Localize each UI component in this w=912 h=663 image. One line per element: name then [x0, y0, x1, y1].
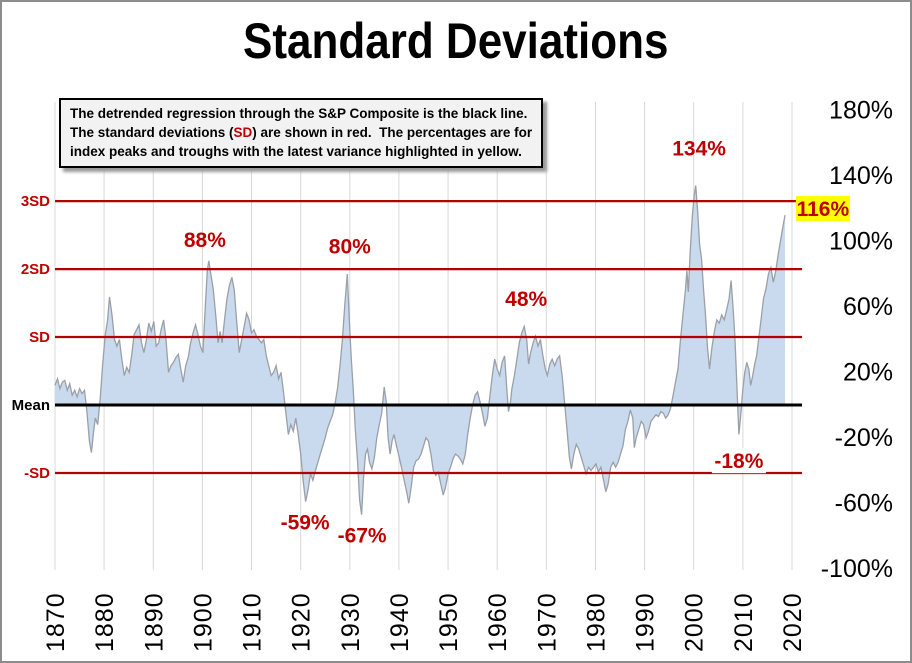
annotation-88: 88% [184, 229, 226, 252]
annotation--18: -18% [714, 450, 763, 473]
annotation-80: 80% [329, 236, 371, 259]
annotation-116: 116% [797, 198, 850, 221]
refline-label--SD: -SD [24, 465, 50, 482]
page-title-text: Standard Deviations [243, 13, 669, 69]
note-line-2-post: ) are shown in red. The percentages are … [252, 125, 533, 140]
annotation-bg--18 [711, 448, 766, 474]
x-axis-label-2020: 2020 [779, 592, 807, 652]
refline-label-Mean: Mean [12, 397, 50, 414]
series-line [54, 185, 786, 515]
y-axis-label-140: 140% [829, 162, 893, 190]
x-axis-label-1990: 1990 [632, 592, 660, 652]
x-axis-label-1930: 1930 [337, 592, 365, 652]
x-axis-label-2010: 2010 [730, 592, 758, 652]
y-axis-label-100: 100% [829, 227, 893, 255]
x-axis-label-1900: 1900 [189, 592, 217, 652]
y-axis-label--20: -20% [835, 424, 893, 452]
x-axis-label-1880: 1880 [91, 592, 119, 652]
x-axis-label-1960: 1960 [484, 592, 512, 652]
note-sd-abbrev: SD [233, 125, 253, 140]
note-line-1: The detrended regression through the S&P… [70, 106, 528, 121]
x-axis-label-1910: 1910 [239, 592, 267, 652]
x-axis-label-1870: 1870 [42, 592, 70, 652]
refline-label-3SD: 3SD [21, 193, 50, 210]
page-title: Standard Deviations [2, 12, 910, 70]
note-line-2: The standard deviations (SD) are shown i… [70, 123, 532, 142]
y-axis-label--60: -60% [835, 489, 893, 517]
x-axis-label-1890: 1890 [140, 592, 168, 652]
y-axis-label-180: 180% [829, 96, 893, 124]
y-axis-label-20: 20% [843, 358, 893, 386]
x-axis-label-2000: 2000 [681, 592, 709, 652]
y-axis-label-60: 60% [843, 293, 893, 321]
note-box: The detrended regression through the S&P… [59, 98, 544, 168]
refline-label-2SD: 2SD [21, 261, 50, 278]
annotation--59: -59% [281, 512, 330, 535]
annotation-bg-116 [795, 196, 850, 221]
annotation--67: -67% [338, 525, 387, 548]
annotation-48: 48% [505, 288, 547, 311]
x-axis-label-1940: 1940 [386, 592, 414, 652]
x-axis-label-1920: 1920 [288, 592, 316, 652]
annotation-134: 134% [672, 137, 726, 160]
refline-label-SD: SD [29, 329, 50, 346]
y-axis-label--100: -100% [821, 555, 893, 583]
area-series-fill [55, 185, 786, 515]
x-axis-label-1950: 1950 [435, 592, 463, 652]
x-axis-label-1980: 1980 [583, 592, 611, 652]
x-axis-label-1970: 1970 [533, 592, 561, 652]
note-line-3: index peaks and troughs with the latest … [70, 144, 522, 159]
note-line-2-pre: The standard deviations ( [70, 125, 234, 140]
